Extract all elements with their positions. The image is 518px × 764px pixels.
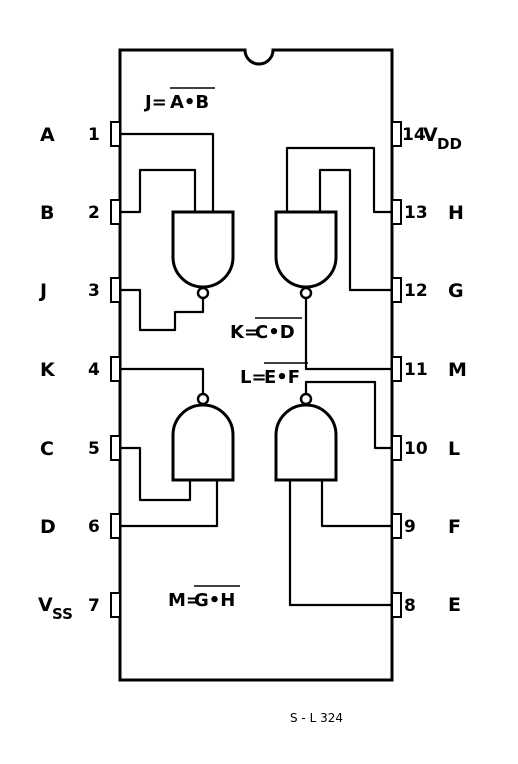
equation-k-rhs: C•D — [255, 322, 295, 343]
signal-label-j: J — [38, 280, 47, 302]
pin-number-8: 8 — [404, 596, 416, 616]
pin-1 — [110, 121, 121, 147]
equation-m-lhs: M= — [168, 590, 201, 611]
signal-label-vdd-main: V — [423, 124, 438, 146]
pin-number-7: 7 — [88, 596, 100, 616]
pin-5 — [110, 435, 121, 461]
pin-number-9: 9 — [404, 517, 416, 537]
nand-gate-k — [274, 210, 338, 300]
nand-gate-l — [171, 392, 235, 482]
pin-13 — [391, 199, 402, 225]
pin-number-3: 3 — [88, 281, 100, 301]
pin-number-4: 4 — [88, 360, 100, 380]
ic-package-body — [118, 48, 394, 682]
signal-label-vdd: V DD — [423, 124, 462, 153]
pin-number-13: 13 — [404, 203, 428, 223]
pin-number-11: 11 — [404, 360, 428, 380]
equation-m: M= G•H — [168, 585, 240, 611]
signal-label-vss-sub: SS — [52, 605, 73, 623]
signal-label-a: A — [40, 124, 55, 146]
signal-label-vss: V SS — [38, 594, 73, 623]
equation-m-rhs: G•H — [194, 590, 235, 611]
pin-number-12: 12 — [404, 281, 428, 301]
signal-label-f: F — [448, 516, 461, 538]
signal-label-m: M — [448, 359, 467, 381]
signal-label-k: K — [40, 359, 56, 381]
pin-9 — [391, 513, 402, 539]
pin-4 — [110, 356, 121, 382]
internal-wiring — [118, 132, 394, 607]
signal-label-vdd-sub: DD — [437, 135, 462, 153]
nand-gate-j — [171, 210, 235, 300]
figure-code: S - L 324 — [290, 711, 343, 725]
equation-j: J= A•B — [143, 87, 215, 113]
pin-number-2: 2 — [88, 203, 100, 223]
pin-7 — [110, 592, 121, 618]
signal-label-d: D — [40, 516, 56, 538]
pin-8 — [391, 592, 402, 618]
equation-j-lhs: J= — [143, 92, 167, 113]
equation-l-lhs: L= — [240, 367, 267, 388]
signal-label-b: B — [40, 202, 54, 224]
pin-10 — [391, 435, 402, 461]
signal-label-vss-main: V — [38, 594, 53, 616]
pin-6 — [110, 513, 121, 539]
nand-gate-m — [274, 392, 338, 482]
signal-label-h: H — [448, 202, 464, 224]
equation-l: L= E•F — [240, 362, 308, 388]
equation-k-lhs: K= — [230, 322, 259, 343]
equation-l-rhs: E•F — [264, 367, 300, 388]
pin-number-10: 10 — [404, 439, 428, 459]
equation-j-rhs: A•B — [170, 92, 209, 113]
signal-label-g: G — [448, 280, 464, 302]
pin-12 — [391, 277, 402, 303]
pin-2 — [110, 199, 121, 225]
signal-label-c: C — [40, 438, 54, 460]
equation-k: K= C•D — [230, 317, 302, 343]
pin-3 — [110, 277, 121, 303]
pin-number-5: 5 — [88, 439, 100, 459]
pin-number-6: 6 — [88, 517, 100, 537]
pin-number-1: 1 — [88, 125, 100, 145]
signal-label-l: L — [448, 438, 460, 460]
pin-14 — [391, 121, 402, 147]
pin-11 — [391, 356, 402, 382]
signal-label-e: E — [448, 594, 461, 616]
pin-number-14: 14 — [402, 125, 426, 145]
